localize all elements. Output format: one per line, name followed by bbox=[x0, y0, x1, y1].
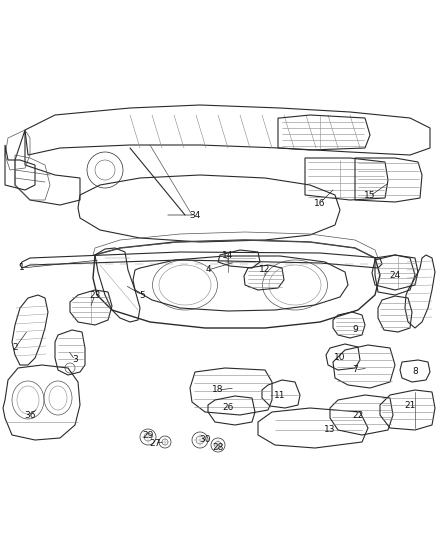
Text: 26: 26 bbox=[223, 403, 234, 413]
Text: 28: 28 bbox=[212, 442, 224, 451]
Text: 21: 21 bbox=[404, 400, 416, 409]
Text: 36: 36 bbox=[24, 410, 36, 419]
Text: 9: 9 bbox=[352, 326, 358, 335]
Text: 23: 23 bbox=[89, 290, 101, 300]
Text: 29: 29 bbox=[142, 431, 154, 440]
Text: 13: 13 bbox=[324, 425, 336, 434]
Text: 14: 14 bbox=[223, 251, 234, 260]
Text: 24: 24 bbox=[389, 271, 401, 279]
Text: 15: 15 bbox=[364, 191, 376, 200]
Text: 1: 1 bbox=[19, 263, 25, 272]
Text: 16: 16 bbox=[314, 198, 326, 207]
Text: 7: 7 bbox=[352, 366, 358, 375]
Text: 11: 11 bbox=[274, 391, 286, 400]
Text: 34: 34 bbox=[189, 211, 201, 220]
Text: 5: 5 bbox=[139, 290, 145, 300]
Text: 3: 3 bbox=[72, 356, 78, 365]
Text: 30: 30 bbox=[199, 435, 211, 445]
Text: 27: 27 bbox=[149, 439, 161, 448]
Text: 2: 2 bbox=[12, 343, 18, 352]
Text: 10: 10 bbox=[334, 353, 346, 362]
Text: 4: 4 bbox=[205, 265, 211, 274]
Text: 12: 12 bbox=[259, 265, 271, 274]
Text: 8: 8 bbox=[412, 367, 418, 376]
Text: 18: 18 bbox=[212, 385, 224, 394]
Text: 22: 22 bbox=[353, 410, 364, 419]
